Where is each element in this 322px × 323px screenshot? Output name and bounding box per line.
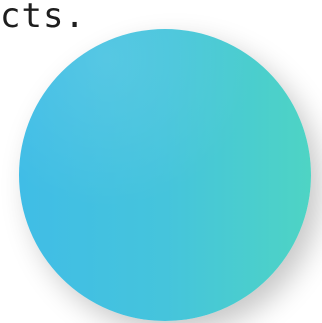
body-text-fragment: cts. bbox=[0, 0, 86, 36]
gradient-circle-icon bbox=[19, 29, 311, 321]
